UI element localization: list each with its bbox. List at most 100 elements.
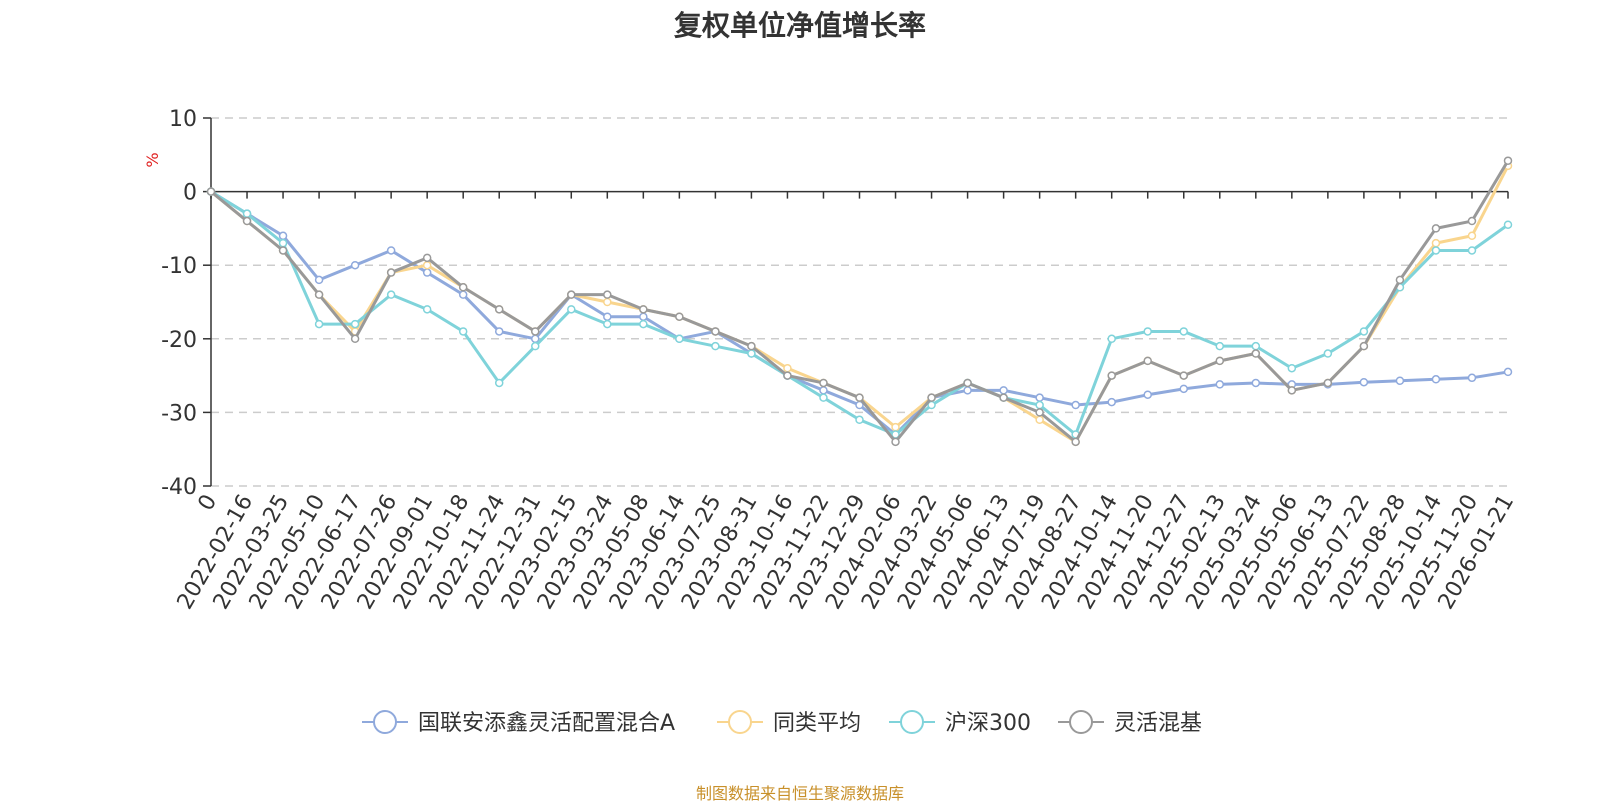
legend-label: 国联安添鑫灵活配置混合A: [418, 711, 675, 736]
data-point: [963, 378, 972, 388]
data-point: [422, 268, 432, 277]
y-tick-label: -20: [161, 328, 197, 353]
data-point: [422, 253, 432, 263]
data-point: [1035, 408, 1044, 417]
data-point: [1035, 415, 1044, 425]
data-point: [386, 246, 396, 255]
y-axis: 10 0 -10 -20 -30 -40: [161, 107, 212, 500]
data-point: [675, 312, 684, 321]
data-point: [1395, 376, 1405, 386]
data-point: [1359, 377, 1369, 387]
data-point: [1107, 334, 1116, 344]
data-point: [963, 386, 972, 395]
legend-item[interactable]: 沪深300: [889, 710, 1031, 736]
y-axis-unit: %: [143, 152, 162, 167]
legend-item[interactable]: 同类平均: [717, 710, 861, 736]
data-point: [1251, 341, 1261, 351]
legend-label: 灵活混基: [1114, 711, 1202, 736]
legend-item[interactable]: 灵活混基: [1058, 710, 1202, 736]
series-3: [206, 156, 1513, 447]
data-point: [819, 386, 828, 395]
data-point: [639, 305, 648, 314]
data-point: [1179, 327, 1188, 336]
data-point: [855, 393, 864, 402]
data-point: [1251, 349, 1261, 358]
data-point: [1107, 371, 1116, 380]
line-chart: 10 0 -10 -20 -30 -40 02022-02-162022-03-25202…: [143, 107, 1519, 736]
data-point: [1431, 246, 1441, 255]
data-point: [206, 187, 216, 196]
data-point: [603, 290, 612, 299]
data-point: [1287, 363, 1297, 373]
data-point: [1035, 393, 1044, 402]
data-point: [1215, 356, 1225, 366]
data-point: [1215, 341, 1225, 351]
data-point: [891, 437, 900, 447]
data-point: [1431, 238, 1441, 248]
data-point: [350, 260, 360, 270]
data-point: [1071, 437, 1080, 447]
data-point: [783, 371, 792, 380]
data-point: [242, 209, 252, 218]
data-point: [1467, 246, 1477, 255]
data-point: [1287, 386, 1297, 395]
data-point: [278, 246, 288, 255]
data-point: [386, 290, 396, 299]
data-point: [458, 327, 468, 336]
data-point: [422, 305, 432, 314]
data-point: [819, 378, 828, 388]
data-point: [494, 327, 504, 336]
data-point: [783, 363, 792, 373]
data-point: [242, 216, 252, 226]
data-point: [711, 327, 720, 336]
data-point: [639, 319, 648, 329]
data-point: [278, 238, 288, 248]
data-point: [1143, 327, 1152, 336]
data-point: [1503, 156, 1513, 165]
data-point: [494, 305, 504, 314]
x-axis: 02022-02-162022-03-252022-05-102022-06-1…: [173, 190, 1519, 614]
data-point: [314, 275, 324, 285]
data-point: [855, 415, 864, 425]
data-point: [1467, 231, 1477, 241]
data-point: [1143, 390, 1152, 399]
data-point: [1215, 380, 1225, 389]
data-point: [567, 290, 576, 299]
data-point: [422, 260, 432, 270]
data-source-note: 制图数据来自恒生聚源数据库: [695, 784, 904, 803]
data-point: [675, 334, 684, 344]
data-point: [1071, 400, 1080, 410]
y-tick-label: 10: [169, 107, 197, 132]
data-point: [603, 312, 612, 321]
data-point: [927, 393, 936, 402]
data-point: [1395, 275, 1405, 285]
y-tick-label: -10: [161, 254, 197, 279]
legend-marker: [1069, 710, 1093, 734]
data-point: [1467, 216, 1477, 226]
data-point: [891, 422, 900, 432]
data-point: [1323, 349, 1333, 358]
data-point: [1431, 224, 1441, 233]
chart-title: 复权单位净值增长率: [673, 9, 926, 42]
data-point: [747, 349, 756, 358]
x-tick-label: 0: [194, 491, 223, 516]
data-point: [1359, 327, 1369, 336]
data-point: [494, 378, 504, 388]
legend-label: 沪深300: [945, 711, 1031, 736]
data-point: [458, 290, 468, 299]
legend-label: 同类平均: [773, 711, 861, 736]
data-point: [1251, 378, 1261, 388]
data-point: [314, 319, 324, 329]
legend-marker: [900, 710, 924, 734]
y-tick-label: -30: [161, 401, 197, 426]
data-point: [1359, 341, 1369, 351]
data-point: [999, 393, 1008, 402]
data-point: [386, 268, 396, 277]
data-point: [1503, 367, 1513, 377]
data-point: [747, 341, 756, 351]
data-point: [1431, 375, 1441, 384]
data-point: [639, 312, 648, 321]
legend-marker: [373, 710, 397, 734]
legend-item[interactable]: 国联安添鑫灵活配置混合A: [362, 710, 675, 736]
data-point: [999, 386, 1008, 395]
